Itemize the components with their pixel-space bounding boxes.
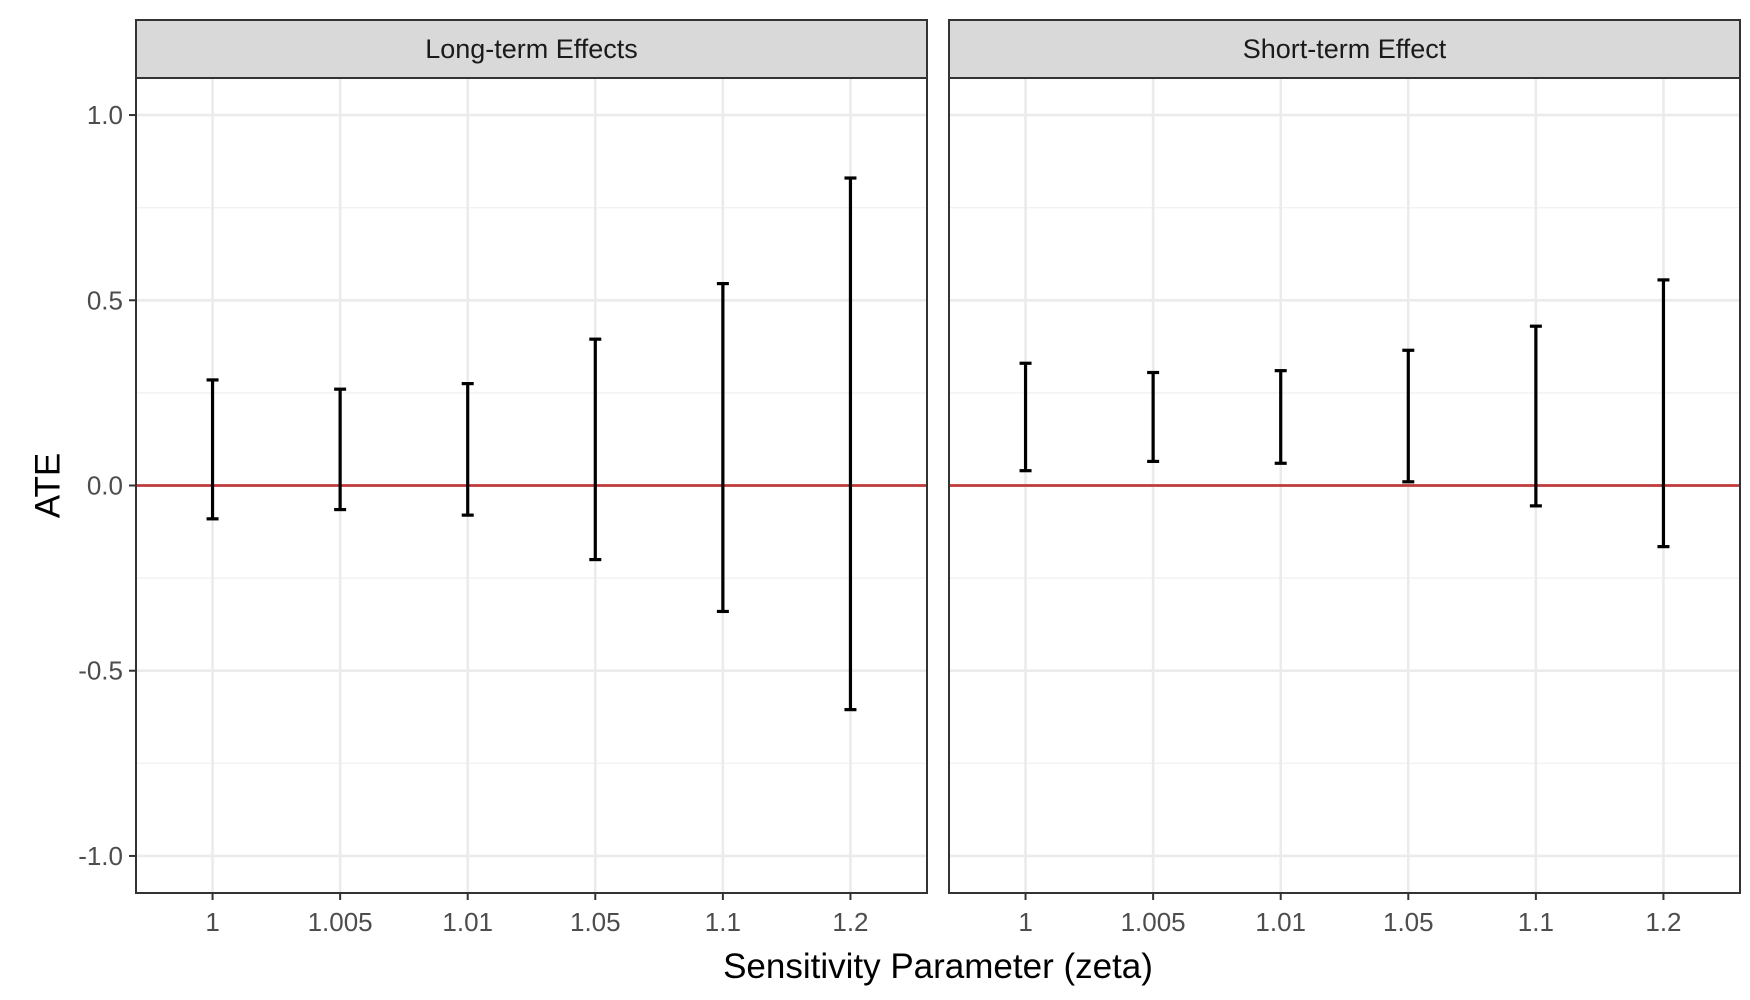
x-tick-label: 1.005 xyxy=(308,907,373,937)
errorbar xyxy=(1274,369,1287,465)
y-tick-label: 1.0 xyxy=(87,100,123,130)
errorbar xyxy=(1529,324,1542,508)
x-tick-label: 1.1 xyxy=(1518,907,1554,937)
x-tick-label: 1.05 xyxy=(570,907,621,937)
errorbar xyxy=(206,378,219,521)
y-tick-label: -1.0 xyxy=(78,841,123,871)
errorbar xyxy=(844,176,857,712)
errorbar xyxy=(1402,348,1415,484)
y-axis-title: ATE xyxy=(28,453,67,518)
panel-1: Long-term Effects 1 1.005 1.01 1.05 1.1 1.2 xyxy=(135,19,928,937)
errorbar xyxy=(716,282,729,614)
x-tick-label: 1.005 xyxy=(1121,907,1186,937)
x-tick-label: 1.2 xyxy=(1645,907,1681,937)
strip-background xyxy=(135,19,928,79)
x-tick-label: 1.01 xyxy=(442,907,493,937)
y-tick-label: -0.5 xyxy=(78,656,123,686)
y-tick-label: 0.0 xyxy=(87,471,123,501)
x-tick-label: 1 xyxy=(205,907,219,937)
x-tick-label: 1.05 xyxy=(1383,907,1434,937)
errorbar xyxy=(461,382,474,517)
x-tick-label: 1.1 xyxy=(705,907,741,937)
errorbar xyxy=(1019,361,1032,473)
strip-title: Short-term Effect xyxy=(1243,34,1447,64)
strip-background xyxy=(948,19,1741,79)
errorbar xyxy=(589,337,602,562)
x-tick-label: 1 xyxy=(1018,907,1032,937)
x-tick-label: 1.01 xyxy=(1255,907,1306,937)
errorbar xyxy=(1657,278,1670,549)
panel-2: Short-term Effect 1 1.005 1.01 1.05 1.1 1.2 xyxy=(948,19,1741,937)
errorbar xyxy=(1147,370,1160,464)
y-tick-label: 0.5 xyxy=(87,285,123,315)
x-tick-label: 1.2 xyxy=(832,907,868,937)
errorbar xyxy=(334,387,347,512)
strip-title: Long-term Effects xyxy=(425,34,638,64)
x-axis-title: Sensitivity Parameter (zeta) xyxy=(723,947,1153,986)
